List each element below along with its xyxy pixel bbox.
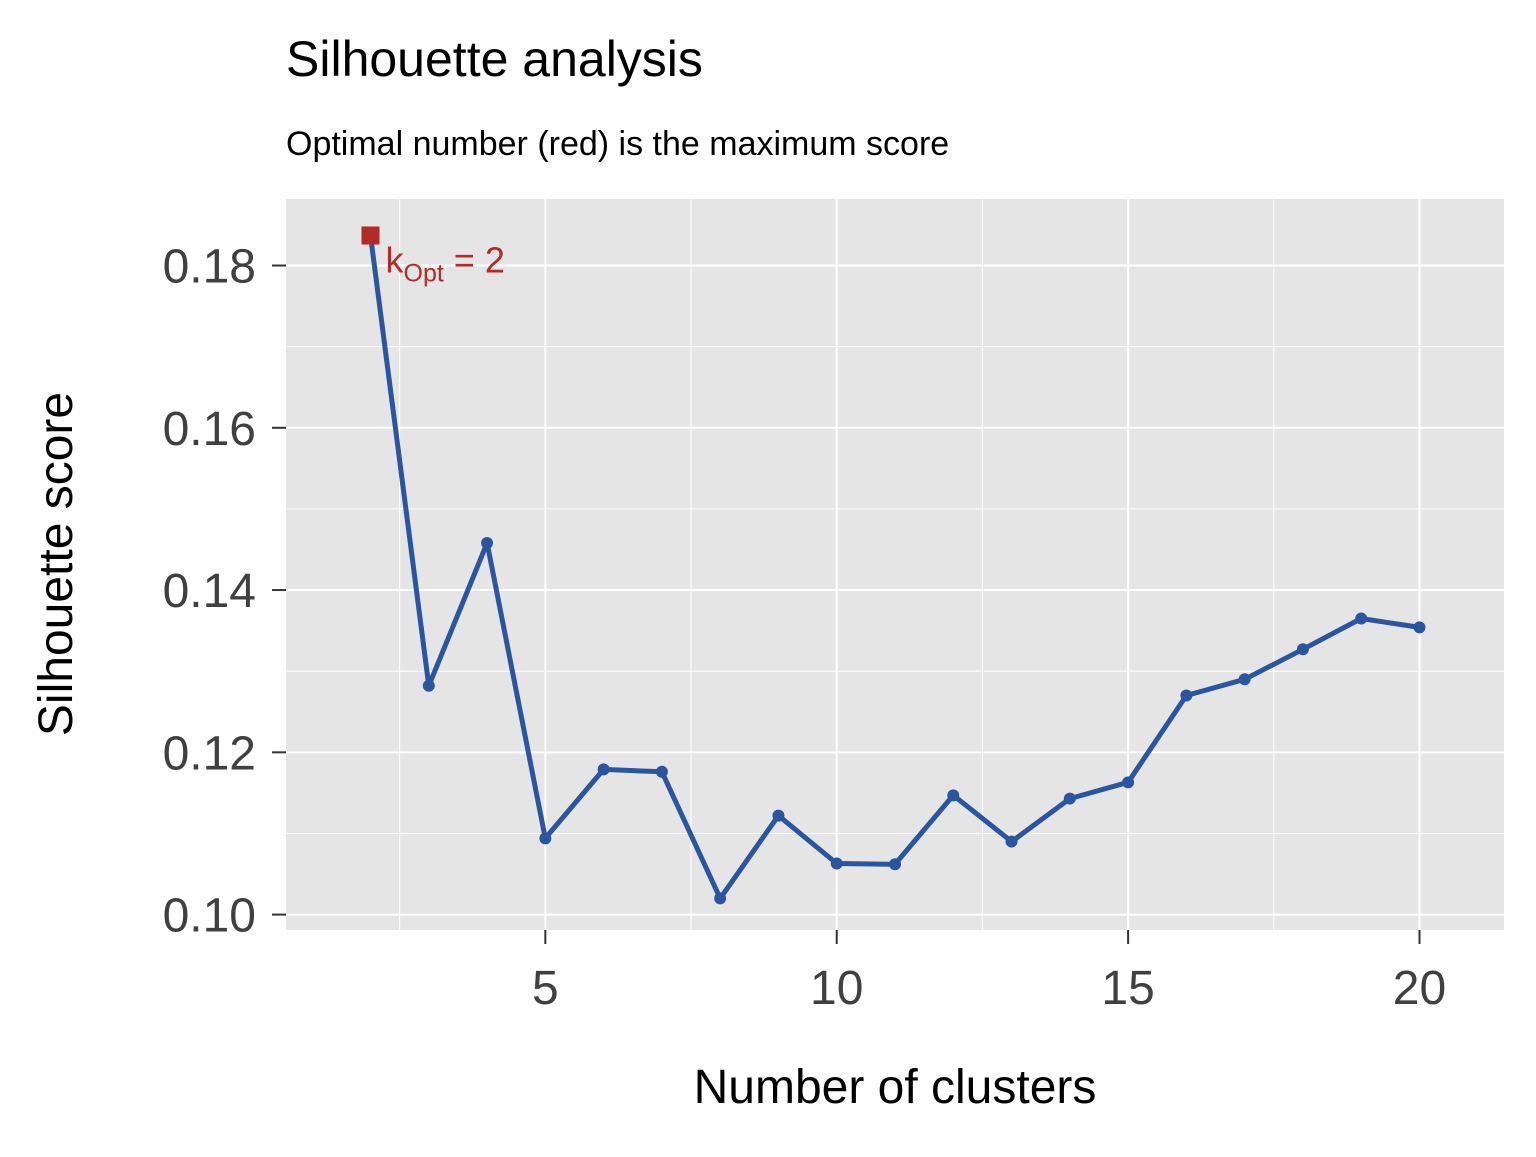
data-point bbox=[714, 892, 727, 905]
x-tick-label: 15 bbox=[1101, 962, 1154, 1015]
data-point bbox=[947, 789, 960, 802]
data-point bbox=[481, 537, 494, 549]
tick-labels: 5 10 15 20 0.10 0.12 0.14 0.16 0.18 bbox=[163, 241, 1447, 1015]
minor-grid bbox=[286, 199, 1504, 930]
x-tick-label: 10 bbox=[810, 962, 863, 1015]
y-tick-label: 0.14 bbox=[163, 565, 256, 618]
data-point bbox=[1063, 792, 1076, 805]
data-point bbox=[889, 858, 901, 871]
data-point bbox=[422, 679, 435, 692]
x-axis-label: Number of clusters bbox=[694, 1061, 1097, 1114]
data-point bbox=[1238, 673, 1251, 686]
data-point bbox=[539, 832, 552, 845]
y-tick-label: 0.10 bbox=[163, 890, 256, 943]
y-tick-label: 0.16 bbox=[163, 403, 256, 456]
x-tick-label: 20 bbox=[1393, 962, 1446, 1015]
data-point bbox=[597, 763, 610, 776]
data-point bbox=[1005, 835, 1018, 848]
data-point bbox=[1413, 621, 1426, 634]
chart-title: Silhouette analysis bbox=[286, 31, 703, 87]
optimal-marker-group: kOpt = 2 bbox=[361, 226, 505, 288]
x-tick-label: 5 bbox=[532, 962, 559, 1015]
data-point bbox=[1122, 776, 1135, 789]
point-markers bbox=[422, 537, 1426, 905]
data-point bbox=[1180, 689, 1193, 702]
y-tick-label: 0.18 bbox=[163, 241, 256, 294]
optimal-marker bbox=[361, 226, 380, 245]
data-point bbox=[1355, 612, 1368, 625]
data-point bbox=[830, 857, 843, 870]
y-axis-label: Silhouette score bbox=[30, 392, 83, 736]
data-point bbox=[655, 765, 668, 778]
plot-area bbox=[286, 199, 1504, 930]
axis-ticks bbox=[272, 264, 1421, 944]
data-point bbox=[1296, 643, 1309, 656]
optimal-label: kOpt = 2 bbox=[386, 240, 505, 288]
y-tick-label: 0.12 bbox=[163, 727, 256, 780]
major-grid bbox=[286, 199, 1504, 930]
data-point bbox=[772, 809, 785, 822]
chart-subtitle: Optimal number (red) is the maximum scor… bbox=[286, 125, 949, 163]
